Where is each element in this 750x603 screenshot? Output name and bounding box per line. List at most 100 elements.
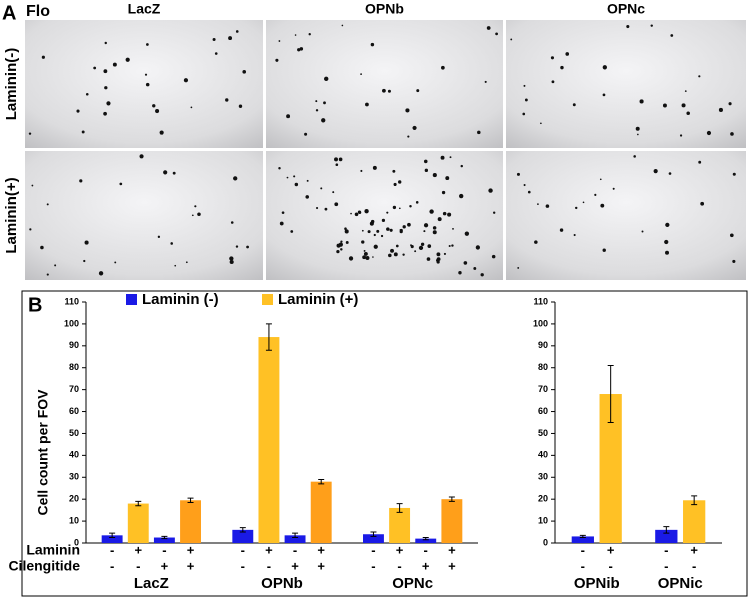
bar [571, 536, 594, 543]
cell [373, 233, 376, 237]
row-label: Laminin(-) [3, 48, 20, 121]
cell [306, 179, 309, 182]
error-bar [265, 323, 272, 351]
cell [29, 228, 32, 231]
cell [194, 205, 197, 208]
cell [341, 24, 344, 27]
condition-sign: + [291, 558, 299, 573]
cell [402, 253, 405, 256]
condition-sign: - [664, 542, 668, 557]
cell [380, 234, 384, 238]
micrograph [25, 20, 263, 148]
cell [418, 245, 424, 251]
cell [174, 264, 177, 267]
cell [299, 47, 304, 51]
cell [486, 26, 491, 30]
cell [344, 229, 349, 234]
cell [572, 103, 576, 107]
cell [324, 207, 328, 211]
bar [415, 538, 437, 543]
cell [293, 175, 296, 178]
row-label: Laminin(+) [3, 177, 20, 253]
y-tick-label: 20 [69, 494, 79, 504]
cell [324, 76, 329, 82]
group-label: LacZ [134, 575, 169, 592]
cell [484, 80, 487, 83]
cell [104, 41, 107, 45]
condition-sign: - [371, 542, 375, 557]
cell [407, 222, 411, 227]
cell [475, 245, 480, 250]
cell [321, 118, 326, 123]
cell [190, 106, 193, 109]
cell [416, 89, 420, 93]
bar [284, 535, 306, 543]
condition-sign: + [134, 542, 142, 557]
cell [304, 132, 308, 136]
cell [290, 230, 294, 233]
cell [79, 179, 83, 183]
cell [399, 228, 402, 232]
cell [633, 155, 636, 158]
cell [365, 102, 369, 107]
cell [125, 57, 130, 62]
cell [345, 241, 349, 244]
y-tick-label: 50 [538, 428, 548, 438]
cell [81, 130, 85, 134]
bar [153, 537, 175, 543]
legend-swatch [262, 294, 273, 305]
cell [698, 160, 702, 164]
cell [390, 248, 394, 253]
condition-sign: - [136, 558, 140, 573]
cell [527, 190, 531, 194]
bar [127, 503, 149, 543]
bar [441, 499, 463, 543]
cell [451, 244, 454, 247]
cell [423, 223, 429, 228]
cell [641, 230, 644, 233]
condition-sign: + [422, 558, 430, 573]
cell [594, 193, 597, 196]
condition-sign: - [692, 558, 696, 573]
condition-sign: - [110, 558, 114, 573]
y-tick-label: 0 [74, 537, 79, 547]
cell [315, 109, 319, 112]
y-tick-label: 80 [538, 362, 548, 372]
condition-sign: + [607, 542, 615, 557]
y-tick-label: 100 [533, 318, 548, 328]
y-tick-label: 10 [538, 515, 548, 525]
cell [364, 209, 369, 214]
cell [668, 172, 672, 175]
micrograph [266, 20, 503, 148]
cell [698, 75, 701, 78]
cell [398, 180, 402, 184]
cell [393, 252, 398, 257]
cell [382, 88, 386, 93]
cell [522, 112, 526, 116]
cell [565, 52, 570, 56]
cell [480, 273, 484, 277]
cell [602, 93, 606, 97]
condition-sign: - [581, 542, 585, 557]
cell [534, 240, 538, 244]
cell [84, 240, 89, 245]
bar [599, 394, 622, 543]
column-label: OPNb [365, 1, 404, 17]
cell [653, 169, 658, 174]
cell [212, 37, 216, 42]
cell [389, 228, 393, 232]
cell [560, 65, 564, 70]
cell [279, 221, 284, 226]
cell [412, 125, 417, 131]
y-tick-label: 20 [538, 494, 548, 504]
cell [392, 205, 397, 210]
panel-label: B [28, 294, 42, 316]
cell [477, 130, 481, 135]
cell [459, 193, 464, 199]
cell [732, 259, 736, 263]
cell [294, 182, 299, 187]
cell [83, 259, 86, 263]
y-tick-label: 60 [69, 406, 79, 416]
y-tick-label: 40 [69, 450, 79, 460]
cell [362, 255, 366, 260]
